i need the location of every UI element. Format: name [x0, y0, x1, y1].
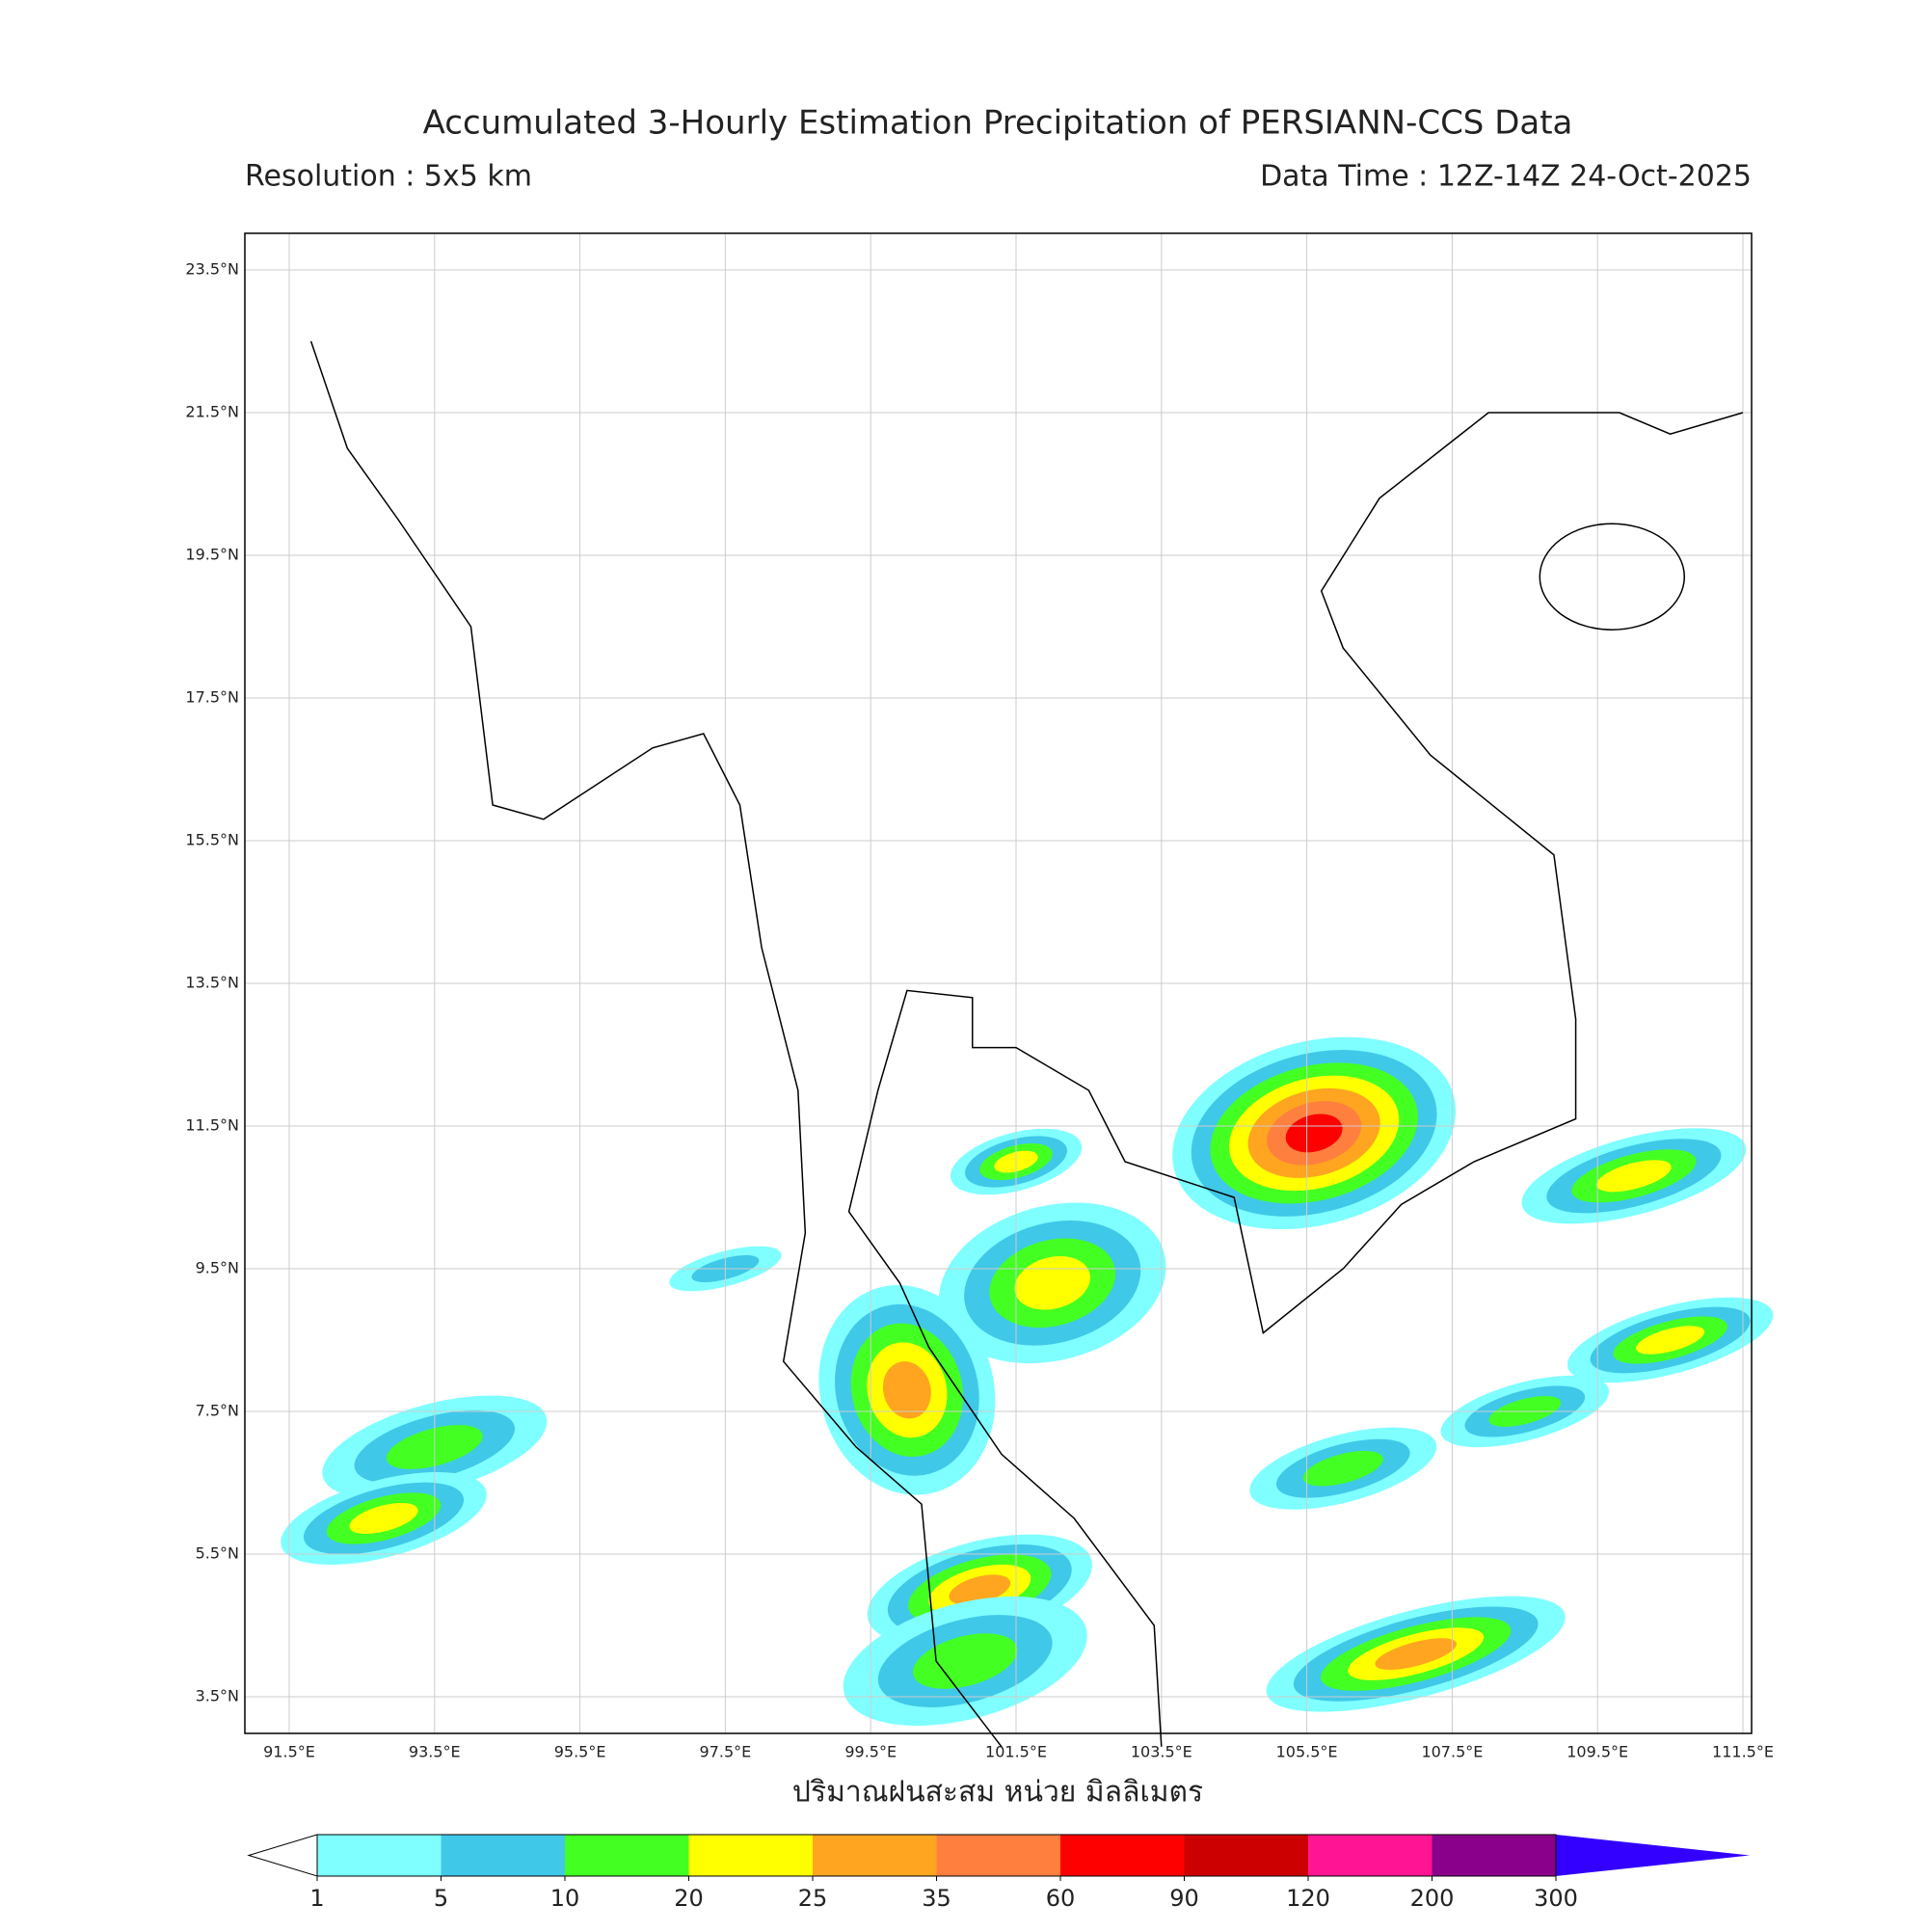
- lat-tick-label: 13.5°N: [185, 974, 239, 992]
- coastline: [309, 340, 1003, 1748]
- lon-tick-label: 93.5°E: [409, 1743, 461, 1761]
- colorbar-under: [247, 1834, 318, 1877]
- rain-area: [882, 1361, 931, 1419]
- lon-tick-label: 101.5°E: [985, 1743, 1047, 1761]
- lat-tick-label: 21.5°N: [185, 403, 239, 421]
- colorbar-tick-label: 1: [309, 1885, 324, 1912]
- colorbar-swatch: [317, 1835, 442, 1876]
- colorbar-tick-label: 10: [550, 1885, 580, 1912]
- lon-tick-label: 107.5°E: [1421, 1743, 1483, 1761]
- colorbar-swatch: [441, 1835, 565, 1876]
- lat-tick-label: 7.5°N: [196, 1402, 239, 1420]
- lon-tick-label: 91.5°E: [263, 1743, 315, 1761]
- lat-tick-label: 3.5°N: [196, 1687, 239, 1705]
- rain-area: [1285, 1114, 1343, 1153]
- colorbar-tick-label: 35: [922, 1885, 951, 1912]
- colorbar-tick-label: 25: [798, 1885, 828, 1912]
- x-label: ปริมาณฝนสะสม หน่วย มิลลิเมตร: [792, 1776, 1203, 1810]
- title: Accumulated 3-Hourly Estimation Precipit…: [423, 104, 1573, 143]
- colorbar-swatch: [688, 1835, 813, 1876]
- colorbar-tick-label: 90: [1169, 1885, 1199, 1912]
- colorbar-tick-label: 60: [1046, 1885, 1076, 1912]
- island: [1539, 523, 1686, 631]
- data-time: Data Time : 12Z-14Z 24-Oct-2025: [1260, 160, 1752, 194]
- colorbar-swatch: [813, 1835, 937, 1876]
- colorbar-swatch: [1060, 1835, 1185, 1876]
- lon-tick-label: 103.5°E: [1131, 1743, 1192, 1761]
- rain-area: [349, 1503, 418, 1534]
- rain-area: [1014, 1256, 1090, 1310]
- colorbar-swatch: [1184, 1835, 1308, 1876]
- colorbar: 1 5 10 20 25 35 60 90 120 200 300: [247, 1834, 1750, 1912]
- rain-area: [1302, 1450, 1383, 1487]
- map-frame: [244, 232, 1753, 1734]
- colorbar-tick-label: 300: [1534, 1885, 1578, 1912]
- lat-tick-label: 5.5°N: [196, 1544, 239, 1563]
- colorbar-swatch: [936, 1835, 1060, 1876]
- lat-tick-label: 19.5°N: [185, 546, 239, 564]
- lat-tick-label: 11.5°N: [185, 1116, 239, 1135]
- coastline: [847, 412, 1744, 1747]
- lat-tick-label: 17.5°N: [185, 688, 239, 707]
- colorbar-over: [1556, 1835, 1750, 1876]
- lat-tick-label: 9.5°N: [196, 1259, 239, 1277]
- map: 23.5°N 21.5°N 19.5°N 17.5°N 15.5°N 13.5°N 11.5…: [185, 233, 1774, 1761]
- lon-tick-label: 105.5°E: [1276, 1743, 1338, 1761]
- lon-tick-label: 111.5°E: [1712, 1743, 1774, 1761]
- colorbar-tick-label: 5: [434, 1885, 448, 1912]
- colorbar-swatch: [565, 1835, 689, 1876]
- colorbar-swatch: [1308, 1835, 1433, 1876]
- rain-area: [912, 1633, 1018, 1689]
- lon-tick-label: 95.5°E: [554, 1743, 606, 1761]
- resolution: Resolution : 5x5 km: [245, 160, 532, 194]
- lon-tick-label: 99.5°E: [844, 1743, 897, 1761]
- colorbar-swatch: [1432, 1835, 1556, 1876]
- colorbar-tick-label: 200: [1410, 1885, 1455, 1912]
- colorbar-tick-label: 120: [1286, 1885, 1330, 1912]
- colorbar-tick-label: 20: [674, 1885, 704, 1912]
- lat-tick-label: 23.5°N: [185, 260, 239, 279]
- lat-tick-label: 15.5°N: [185, 831, 239, 849]
- lon-tick-label: 97.5°E: [700, 1743, 752, 1761]
- rain-area: [1596, 1160, 1672, 1193]
- rain-area: [1375, 1638, 1457, 1670]
- lon-tick-label: 109.5°E: [1566, 1743, 1628, 1761]
- rain-area: [1636, 1326, 1705, 1355]
